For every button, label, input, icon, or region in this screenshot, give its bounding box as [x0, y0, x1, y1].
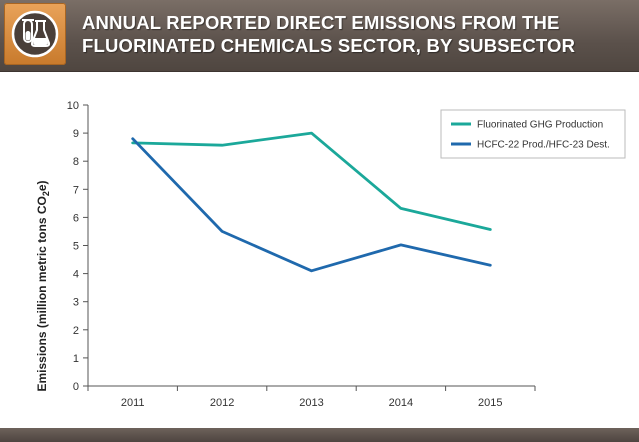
x-tick-label: 2012 — [210, 397, 234, 409]
legend-label-2: HCFC-22 Prod./HFC-23 Dest. — [477, 140, 610, 151]
chart-title: ANNUAL REPORTED DIRECT EMISSIONS FROM TH… — [82, 11, 632, 57]
y-tick-label: 4 — [73, 269, 79, 281]
y-axis-label-subscript: 2 — [41, 191, 51, 196]
y-axis-label: Emissions (million metric tons CO2e) — [35, 180, 51, 391]
x-tick-label: 2015 — [478, 397, 502, 409]
chemistry-flasks-icon — [4, 3, 66, 65]
legend: Fluorinated GHG Production HCFC-22 Prod./… — [440, 109, 626, 159]
y-axis-label-end: e) — [35, 180, 49, 191]
y-tick-label: 9 — [73, 128, 79, 140]
y-tick-label: 2 — [73, 325, 79, 337]
x-axis-ticks: 2011 2012 2013 2014 2015 — [87, 386, 536, 409]
y-tick-label: 3 — [73, 297, 79, 309]
y-tick-label: 7 — [73, 184, 79, 196]
y-axis-label-main: Emissions (million metric tons CO — [35, 196, 49, 391]
series-line-1 — [131, 131, 492, 231]
y-tick-label: 0 — [73, 381, 79, 393]
legend-box — [440, 109, 626, 159]
x-tick-label: 2013 — [299, 397, 323, 409]
y-tick-label: 5 — [73, 241, 79, 253]
series-lines — [131, 131, 492, 273]
chart-title-line-1: ANNUAL REPORTED DIRECT EMISSIONS FROM TH… — [82, 12, 560, 33]
chart-title-line-2: FLUORINATED CHEMICALS SECTOR, BY SUBSECT… — [82, 35, 576, 56]
line-chart: 0 1 2 3 4 5 6 7 8 9 10 2011 2012 2013 2014 2015 Emissi… — [35, 100, 626, 409]
y-tick-label: 8 — [73, 156, 79, 168]
x-tick-label: 2014 — [389, 397, 413, 409]
x-tick-label: 2011 — [121, 397, 145, 409]
y-axis-ticks: 0 1 2 3 4 5 6 7 8 9 10 — [67, 100, 88, 393]
header-bar: ANNUAL REPORTED DIRECT EMISSIONS FROM TH… — [0, 0, 639, 71]
series-line-2 — [131, 137, 492, 273]
legend-label-1: Fluorinated GHG Production — [477, 120, 603, 131]
y-tick-label: 10 — [67, 100, 79, 112]
y-tick-label: 1 — [73, 353, 79, 365]
footer-bar — [0, 428, 639, 442]
y-tick-label: 6 — [73, 212, 79, 224]
